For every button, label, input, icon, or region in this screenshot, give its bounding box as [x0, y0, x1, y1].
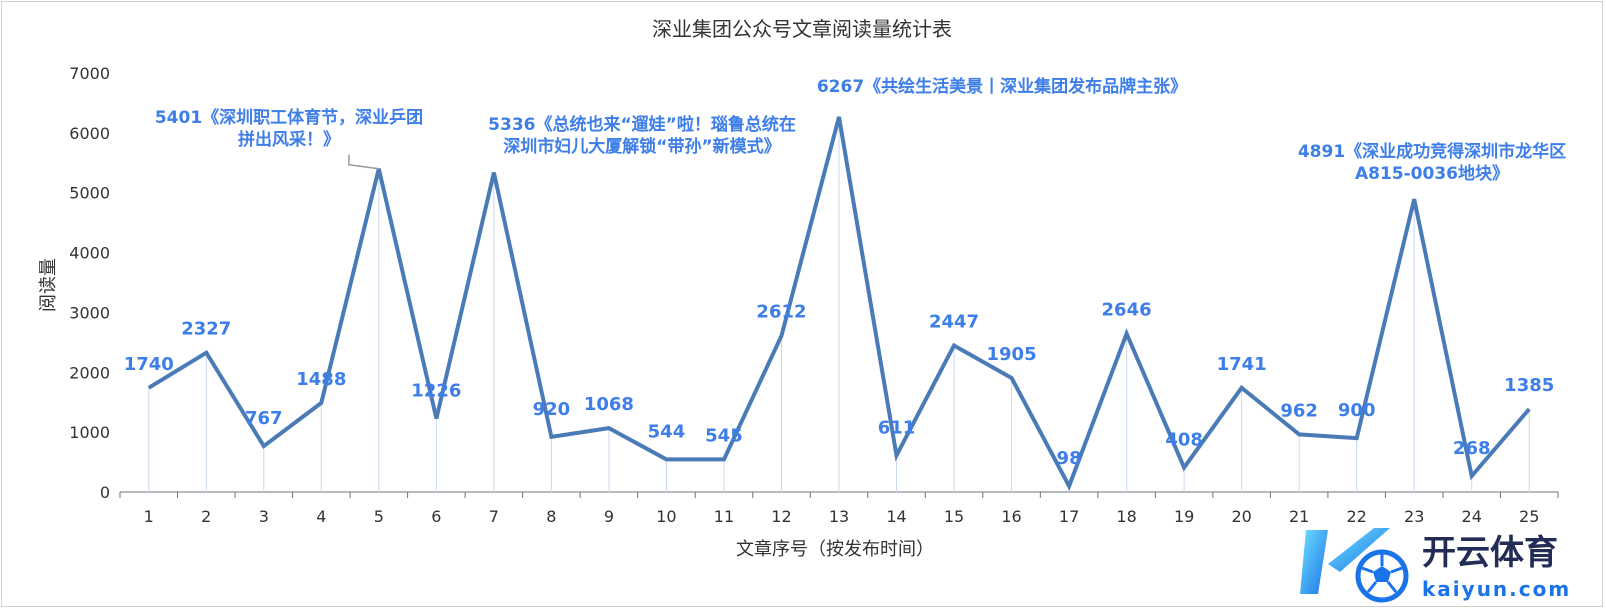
x-tick-label: 17 [1059, 507, 1079, 526]
y-axis: 0 1000 2000 3000 4000 5000 6000 7000 [69, 64, 110, 502]
x-tick-label: 25 [1519, 507, 1539, 526]
data-label: 408 [1165, 430, 1203, 451]
x-tick-label: 6 [431, 507, 441, 526]
data-label: 920 [533, 399, 571, 420]
data-label: 268 [1453, 438, 1491, 459]
x-tick-label: 7 [489, 507, 499, 526]
data-label: 98 [1057, 448, 1082, 469]
x-tick-label: 8 [546, 507, 556, 526]
drop-lines [148, 116, 1530, 492]
y-axis-label: 阅读量 [38, 258, 59, 312]
y-tick-label: 4000 [69, 244, 110, 263]
y-tick-label: 2000 [69, 363, 110, 382]
annotation-text: 5336《总统也来“遛娃”啦！瑙鲁总统在 [488, 114, 796, 135]
data-label: 1385 [1504, 375, 1554, 396]
x-tick-label: 14 [886, 507, 906, 526]
x-tick-label: 22 [1347, 507, 1367, 526]
data-label: 611 [878, 417, 916, 438]
data-label: 2327 [181, 319, 231, 340]
data-label: 2612 [756, 302, 806, 323]
x-tick-label: 3 [259, 507, 269, 526]
annotation-text: 5401《深圳职工体育节，深业乒团 [155, 107, 423, 128]
data-label: 1741 [1217, 354, 1267, 375]
y-tick-label: 1000 [69, 423, 110, 442]
chart-title: 深业集团公众号文章阅读量统计表 [652, 17, 952, 41]
data-label: 962 [1280, 400, 1318, 421]
data-label: 1740 [124, 354, 174, 375]
x-tick-label: 2 [201, 507, 211, 526]
x-tick-label: 1 [144, 507, 154, 526]
x-tick-label: 23 [1404, 507, 1424, 526]
annotation-text: 6267《共绘生活美景丨深业集团发布品牌主张》 [817, 76, 1187, 97]
x-tick-label: 18 [1116, 507, 1136, 526]
data-label: 1068 [584, 394, 634, 415]
annotation-text: 4891《深业成功竞得深圳市龙华区 [1298, 141, 1566, 162]
x-tick-label: 9 [604, 507, 614, 526]
x-tick-label: 10 [656, 507, 676, 526]
y-tick-label: 6000 [69, 124, 110, 143]
y-tick-label: 0 [100, 483, 110, 502]
y-tick-label: 3000 [69, 303, 110, 322]
x-tick-label: 5 [374, 507, 384, 526]
annotation-text: 深圳市妇儿大厦解锁“带孙”新模式》 [503, 136, 780, 157]
y-tick-label: 7000 [69, 64, 110, 83]
x-axis: 1 2 3 4 5 6 7 8 9 10 11 12 13 14 15 16 17 18 19 20 21 22 23 24 2… [119, 491, 1559, 526]
data-label: 545 [705, 425, 743, 446]
k-soccer-ball-icon [1300, 528, 1409, 603]
x-tick-label: 20 [1231, 507, 1251, 526]
x-tick-label: 21 [1289, 507, 1309, 526]
data-label: 2646 [1102, 300, 1152, 321]
data-label: 900 [1338, 400, 1376, 421]
x-tick-label: 13 [829, 507, 849, 526]
data-label: 544 [648, 421, 686, 442]
data-label: 2447 [929, 312, 979, 333]
x-axis-label: 文章序号（按发布时间） [736, 539, 934, 560]
x-tick-label: 16 [1001, 507, 1021, 526]
x-tick-label: 19 [1174, 507, 1194, 526]
kaiyun-logo: 开云体育 kaiyun.com [1300, 528, 1571, 603]
data-labels: 1740 2327 767 1488 1226 920 1068 544 545 2612 611 2… [124, 300, 1555, 470]
annotation-text: A815-0036地块》 [1355, 163, 1509, 184]
x-tick-label: 24 [1462, 507, 1482, 526]
x-tick-label: 12 [771, 507, 791, 526]
data-label: 1905 [987, 344, 1037, 365]
logo-text: 开云体育 [1422, 533, 1558, 573]
data-label: 767 [245, 408, 283, 429]
x-tick-label: 11 [714, 507, 734, 526]
data-label: 1226 [411, 381, 461, 402]
annotation-text: 拼出风采！》 [238, 129, 340, 150]
data-label: 1488 [296, 369, 346, 390]
x-tick-label: 15 [944, 507, 964, 526]
x-tick-label: 4 [316, 507, 326, 526]
y-tick-label: 5000 [69, 184, 110, 203]
logo-url: kaiyun.com [1422, 577, 1571, 601]
annotation-leader-line [348, 154, 379, 170]
